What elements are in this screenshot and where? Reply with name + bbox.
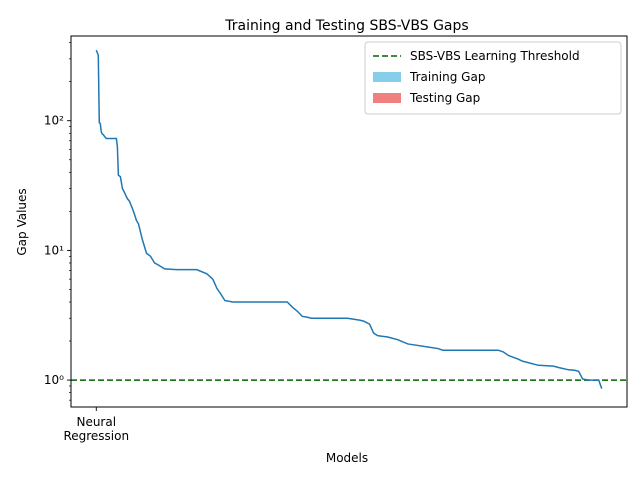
gap-series-line	[95, 49, 603, 389]
y-tick-label: 10²	[44, 114, 64, 128]
x-axis-label: Models	[326, 451, 368, 465]
legend-patch-swatch	[373, 72, 401, 82]
legend: SBS-VBS Learning Threshold Training Gap Te…	[364, 41, 622, 115]
y-axis: 10⁰ 10¹ 10²	[44, 42, 71, 401]
chart-title: Training and Testing SBS-VBS Gaps	[224, 18, 468, 34]
y-axis-label: Gap Values	[15, 188, 29, 255]
y-tick-label: 10¹	[44, 243, 64, 257]
legend-box	[364, 41, 622, 115]
plot-area	[71, 49, 627, 389]
x-tick-label: Neural Regression	[63, 415, 129, 443]
legend-label: Training Gap	[409, 70, 485, 84]
y-tick-label: 10⁰	[44, 373, 64, 387]
axes-frame	[70, 35, 628, 408]
legend-label: Testing Gap	[409, 91, 480, 105]
x-axis: Neural Regression	[63, 407, 129, 443]
legend-patch-swatch	[373, 93, 401, 103]
legend-label: SBS-VBS Learning Threshold	[410, 49, 580, 63]
